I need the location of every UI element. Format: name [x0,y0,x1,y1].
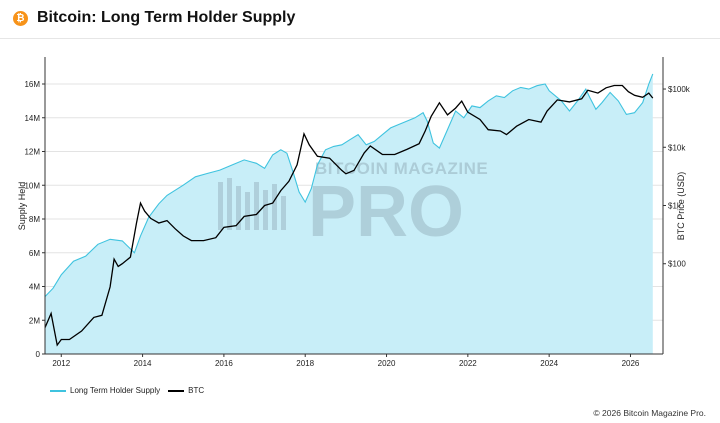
copyright: © 2026 Bitcoin Magazine Pro. [593,408,706,418]
right-y-ticks: $100 $1k $10k $100k [663,85,691,269]
y-right-tick-label: $100 [668,260,686,269]
legend-item-supply[interactable]: Long Term Holder Supply [50,386,160,395]
x-tick-label: 2020 [378,359,396,368]
x-ticks: 2012 2014 2016 2018 2020 2022 2024 2026 [52,354,640,368]
left-y-ticks: 0 2M 4M 6M 8M 10M 12M 14M 16M [24,80,45,359]
watermark-logo-icon [218,178,286,230]
y-axis-right-label: BTC Price (USD) [676,172,686,241]
watermark-logo-bar [227,178,232,230]
legend-label-btc: BTC [188,386,205,395]
watermark-text-pro: PRO [308,172,464,252]
x-tick-label: 2014 [134,359,152,368]
page-title: Bitcoin: Long Term Holder Supply [37,9,296,26]
y-left-tick-label: 10M [24,181,40,190]
supply-area [45,73,653,355]
watermark-logo-bar [218,182,223,230]
legend-swatch-supply [50,389,66,392]
chart: BITCOIN MAGAZINE PRO 2012 2014 2016 2018 202… [17,57,691,368]
watermark-logo-bar [263,190,268,230]
btc-line [44,84,654,347]
x-tick-label: 2022 [459,359,477,368]
y-left-tick-label: 4M [29,283,40,292]
watermark-logo-bar [281,196,286,230]
y-left-tick-label: 6M [29,249,40,258]
y-left-tick-label: 16M [24,80,40,89]
x-tick-label: 2012 [52,359,70,368]
x-tick-label: 2024 [540,359,558,368]
legend-swatch-btc [168,389,185,392]
y-right-tick-label: $100k [668,85,691,94]
supply-line [44,73,654,297]
watermark-logo-bar [272,184,277,230]
watermark-logo-bar [236,186,241,230]
x-tick-label: 2026 [622,359,640,368]
y-left-tick-label: 14M [24,114,40,123]
watermark-logo-bar [254,182,259,230]
legend: Long Term Holder Supply BTC [50,386,212,395]
y-right-tick-label: $10k [668,143,686,152]
y-left-tick-label: 2M [29,316,40,325]
x-tick-label: 2018 [296,359,314,368]
watermark-logo-bar [245,192,250,230]
y-left-tick-label: 0 [36,350,41,359]
legend-item-btc[interactable]: BTC [168,386,204,395]
y-left-tick-label: 8M [29,215,40,224]
y-axis-left-label: Supply Held [17,182,27,231]
watermark: BITCOIN MAGAZINE PRO [218,159,488,252]
y-right-tick-label: $1k [668,202,682,211]
header: ₿ Bitcoin: Long Term Holder Supply [0,0,720,39]
bitcoin-icon: ₿ [13,11,28,26]
y-left-tick-label: 12M [24,148,40,157]
legend-label-supply: Long Term Holder Supply [70,386,161,395]
x-tick-label: 2016 [215,359,233,368]
